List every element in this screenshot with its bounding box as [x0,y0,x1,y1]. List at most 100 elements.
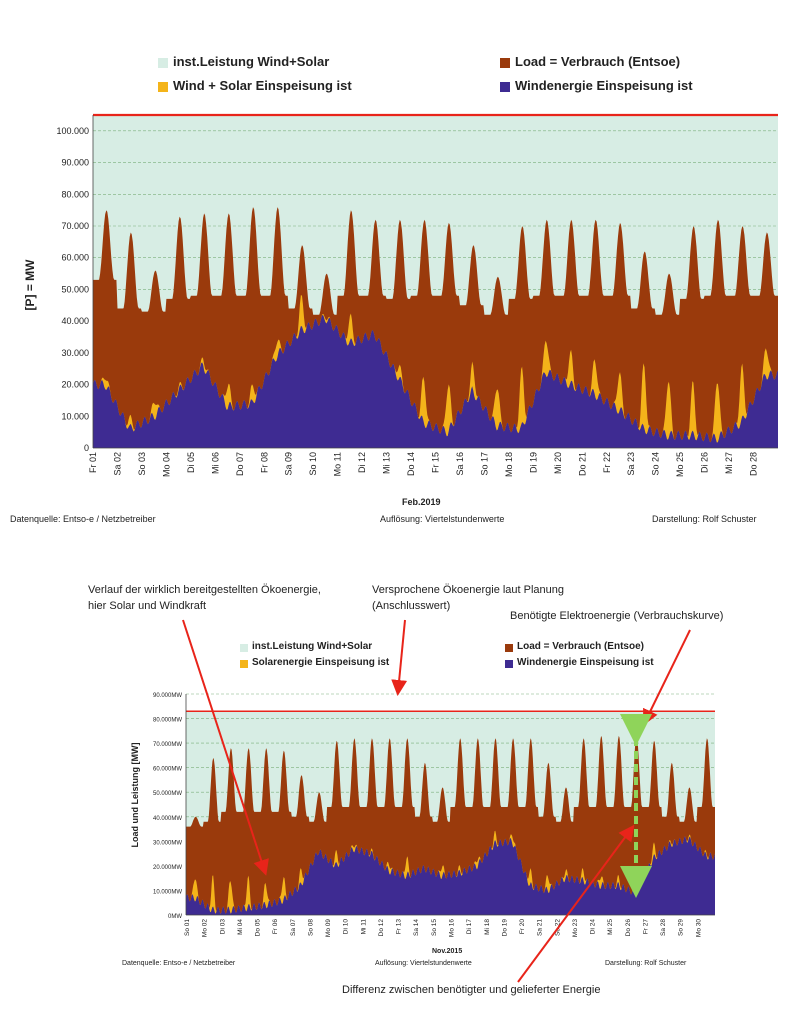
x-tick-label: Mo 18 [504,452,514,477]
y-tick-label: 70.000MW [153,742,182,748]
legend2-label-solar: Solarenergie Einspeisung ist [252,657,390,668]
x-tick-label: Fr 08 [259,452,269,473]
x-tick-label: Mi 11 [360,919,367,935]
y-tick-label: 30.000MW [153,840,182,846]
x-tick-label: Mo 02 [202,919,209,937]
chart1-plot: 0 10.000 20.000 30.000 40.000 50.000 60.000 70.… [56,113,778,477]
y-tick-label: 10.000 [61,411,89,421]
x-tick-label: Fr 06 [272,919,279,935]
x-tick-label: Do 21 [577,452,587,476]
x-tick-label: Mi 18 [484,919,491,935]
x-tick-label: Mo 04 [161,452,171,477]
x-tick-label: Di 19 [528,452,538,473]
x-tick-label: So 22 [554,919,561,936]
x-tick-label: So 15 [431,919,438,936]
y-tick-label: 80.000MW [153,718,182,724]
legend2-label-wind: Windenergie Einspeisung ist [517,657,654,668]
x-tick-label: So 17 [479,452,489,476]
x-axis-title-2: Nov.2015 [432,948,463,955]
y-tick-label: 90.000 [61,158,89,168]
x-tick-label: Mo 09 [325,919,332,937]
y-tick-label: 30.000 [61,348,89,358]
y-tick-label: 10.000MW [153,889,182,895]
y-tick-label: 50.000 [61,284,89,294]
x-tick-label: Mi 27 [724,452,734,474]
x-tick-label: Sa 02 [112,452,122,476]
y-tick-label: 20.000MW [153,865,182,871]
x-tick-label: Mi 06 [210,452,220,474]
x-tick-label: Mi 25 [607,919,614,935]
x-tick-label: So 01 [184,919,191,936]
x-tick-label: Sa 07 [290,919,297,936]
x-tick-label: Sa 28 [660,919,667,936]
x-tick-label: Mo 11 [333,452,343,476]
y-tick-label: 90.000MW [153,693,182,699]
legend2-swatch-wind [505,660,513,668]
y-tick-label: 20.000 [61,380,89,390]
x-tick-label: So 08 [307,919,314,936]
x-tick-label: Do 26 [625,919,632,937]
y-tick-label: 40.000MW [153,816,182,822]
x-tick-label: Sa 23 [626,452,636,476]
annotation-real-energy-line2: hier Solar und Windkraft [88,600,206,612]
annotation-difference: Differenz zwischen benötigter und gelief… [342,984,601,996]
x-tick-label: Do 14 [406,452,416,476]
legend2-label-installed: inst.Leistung Wind+Solar [252,641,373,652]
x-tick-label: Mo 30 [695,919,702,937]
x-tick-label: Do 19 [501,919,508,937]
legend-label-wind: Windenergie Einspeisung ist [515,78,693,93]
y-tick-label: 0MW [168,914,182,920]
y-tick-label: 80.000 [61,189,89,199]
x-tick-label: Sa 21 [537,919,544,936]
x-tick-label: So 10 [308,452,318,476]
x-tick-label: Do 12 [378,919,385,937]
x-tick-label: Mi 13 [382,452,392,474]
y-tick-label: 50.000MW [153,791,182,797]
y-tick-label: 40.000 [61,316,89,326]
x-tick-label: Do 07 [235,452,245,476]
x-tick-label: Do 05 [255,919,262,937]
legend-swatch-load [500,58,510,68]
y-tick-label: 70.000 [61,221,89,231]
annotation-real-energy-line1: Verlauf der wirklich bereitgestellten Ök… [88,584,321,596]
legend-label-solar: Wind + Solar Einspeisung ist [173,78,352,93]
x-tick-label: Mo 16 [449,919,456,937]
x-tick-label: Di 03 [219,919,226,935]
y-tick-label: 60.000MW [153,767,182,773]
legend-swatch-wind [500,82,510,92]
x-tick-label: Di 24 [590,919,597,935]
legend-swatch-installed [158,58,168,68]
x-tick-label: Di 10 [343,919,350,935]
x-tick-label: Do 28 [749,452,759,476]
y-tick-label: 0 [84,443,89,453]
source-note-2: Datenquelle: Entso-e / Netzbetreiber [122,960,236,967]
legend-label-installed: inst.Leistung Wind+Solar [173,54,330,69]
x-tick-label: Fr 15 [431,452,441,473]
x-tick-label: Fr 01 [88,452,98,473]
x-tick-label: Mo 25 [675,452,685,477]
x-tick-label: Mo 23 [572,919,579,937]
x-tick-label: Fr 13 [396,919,403,935]
x-tick-label: So 24 [651,452,661,476]
author-note-2: Darstellung: Rolf Schuster [605,960,687,967]
x-tick-label: Di 05 [186,452,196,473]
source-note: Datenquelle: Entso-e / Netzbetreiber [10,514,156,524]
x-tick-label: Sa 14 [413,919,420,936]
resolution-note: Auflösung: Viertelstundenwerte [380,514,505,524]
legend2-swatch-load [505,644,513,652]
x-tick-label: Sa 09 [284,452,294,476]
series-wind-area [93,314,778,448]
y-tick-label: 60.000 [61,253,89,263]
annotation-promised-line2: (Anschlusswert) [372,600,451,612]
x-tick-label: So 03 [137,452,147,476]
x-axis-title: Feb.2019 [402,497,441,507]
annotation-promised-line1: Versprochene Ökoenergie laut Planung [372,584,565,596]
x-tick-label: Di 12 [357,452,367,473]
author-note: Darstellung: Rolf Schuster [652,514,757,524]
x-tick-label: Fr 20 [519,919,526,935]
legend-label-load: Load = Verbrauch (Entsoe) [515,54,681,69]
y-tick-label: 100.000 [56,126,89,136]
x-tick-label: Fr 27 [642,919,649,935]
x-tick-label: Fr 22 [602,452,612,473]
x-tick-label: So 29 [678,919,685,936]
